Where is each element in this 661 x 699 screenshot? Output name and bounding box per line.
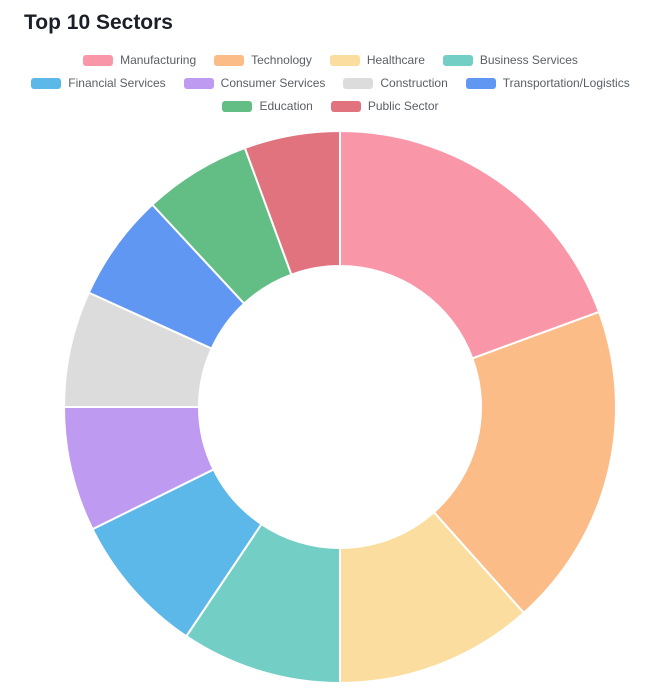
legend-swatch-icon: [214, 54, 245, 66]
chart-legend: Manufacturing Technology Healthcare Busines…: [0, 53, 661, 113]
legend-item-label: Manufacturing: [120, 53, 197, 67]
legend-item-manufacturing[interactable]: Manufacturing: [83, 53, 196, 67]
donut-slice-technology[interactable]: [432, 310, 617, 614]
legend-item-financial-services[interactable]: Financial Services: [31, 76, 166, 90]
legend-swatch-icon: [183, 77, 214, 89]
legend-swatch-icon: [343, 77, 374, 89]
legend-item-construction[interactable]: Construction: [343, 76, 448, 90]
legend-item-label: Healthcare: [366, 53, 425, 67]
legend-row: Education Public Sector: [0, 99, 661, 113]
chart-title: Top 10 Sectors: [24, 11, 173, 34]
legend-item-label: Construction: [380, 76, 448, 90]
legend-item-label: Business Services: [479, 53, 578, 67]
legend-swatch-icon: [83, 54, 114, 66]
legend-item-label: Transportation/Logistics: [502, 76, 630, 90]
legend-item-education[interactable]: Education: [222, 99, 313, 113]
legend-swatch-icon: [222, 100, 253, 112]
legend-item-consumer-services[interactable]: Consumer Services: [183, 76, 326, 90]
legend-swatch-icon: [329, 54, 360, 66]
donut-slice-manufacturing[interactable]: [339, 130, 601, 360]
legend-item-technology[interactable]: Technology: [214, 53, 312, 67]
legend-item-healthcare[interactable]: Healthcare: [329, 53, 425, 67]
legend-row: Manufacturing Technology Healthcare Busines…: [0, 53, 661, 67]
legend-item-public-sector[interactable]: Public Sector: [330, 99, 439, 113]
legend-item-label: Financial Services: [68, 76, 166, 90]
legend-swatch-icon: [442, 54, 473, 66]
legend-item-label: Technology: [251, 53, 312, 67]
legend-item-transportation-logistics[interactable]: Transportation/Logistics: [465, 76, 630, 90]
legend-item-label: Consumer Services: [220, 76, 326, 90]
legend-swatch-icon: [330, 100, 361, 112]
legend-swatch-icon: [31, 77, 62, 89]
donut-chart: [63, 130, 617, 684]
legend-swatch-icon: [465, 77, 496, 89]
donut-slice-public-sector[interactable]: [243, 130, 341, 276]
legend-item-business-services[interactable]: Business Services: [442, 53, 578, 67]
legend-row: Financial Services Consumer Services Const…: [0, 76, 661, 90]
legend-item-label: Public Sector: [367, 99, 439, 113]
legend-item-label: Education: [259, 99, 313, 113]
